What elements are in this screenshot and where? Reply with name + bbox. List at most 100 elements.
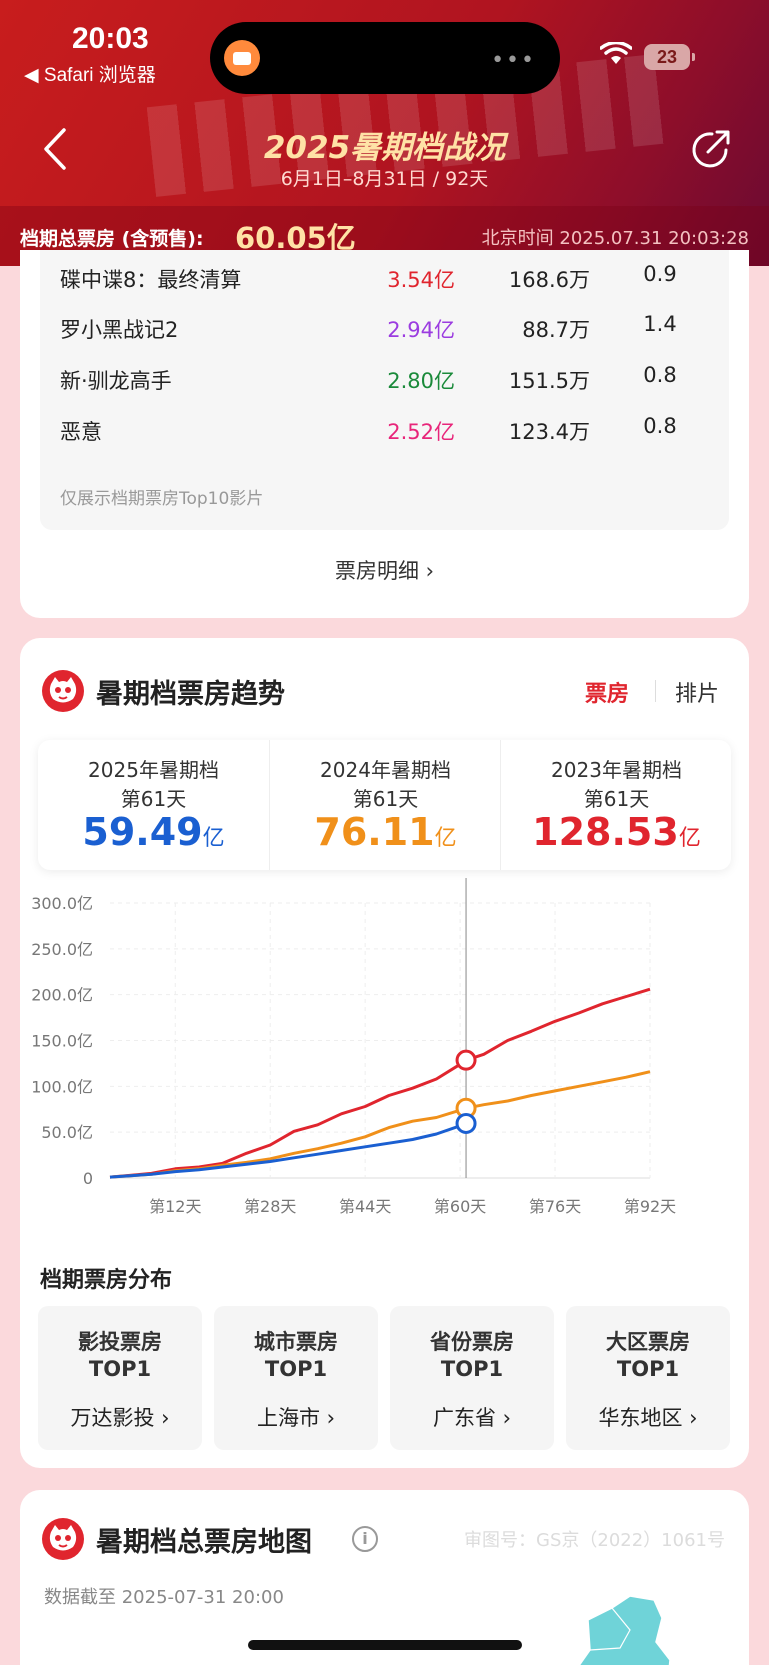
maoyan-cat-logo-icon bbox=[42, 670, 84, 712]
movie-name: 恶意 bbox=[60, 420, 102, 444]
dist-card-value: 华东地区 › bbox=[598, 1406, 698, 1430]
dist-card-rank: TOP1 bbox=[264, 1357, 328, 1381]
total-box-office-label: 档期总票房 (含预售): bbox=[20, 228, 204, 250]
movie-avg: 0.8 bbox=[643, 414, 677, 438]
y-tick-label: 0 bbox=[83, 1169, 93, 1188]
stat-day: 第61天 bbox=[120, 787, 187, 811]
stat-day: 第61天 bbox=[352, 787, 419, 811]
battery-indicator: 23 bbox=[644, 44, 695, 70]
x-tick-label: 第28天 bbox=[244, 1197, 296, 1216]
toggle-divider bbox=[655, 680, 656, 702]
toggle-screenings[interactable]: 排片 bbox=[675, 682, 720, 707]
status-time: 20:03 bbox=[72, 22, 149, 55]
maoyan-cat-logo-icon bbox=[42, 1518, 84, 1560]
back-chevron-icon[interactable] bbox=[36, 124, 72, 174]
trend-section-title: 暑期档票房趋势 bbox=[96, 679, 285, 710]
ranking-card: 碟中谍8：最终清算 3.54亿 168.6万 0.9 罗小黑战记2 2.94亿 … bbox=[20, 250, 749, 618]
movie-gross: 2.52亿 bbox=[387, 420, 455, 444]
china-map[interactable] bbox=[550, 1590, 749, 1665]
home-indicator[interactable] bbox=[248, 1640, 522, 1650]
toggle-box-office[interactable]: 票房 bbox=[585, 682, 630, 707]
beijing-time: 北京时间 2025.07.31 20:03:28 bbox=[481, 228, 749, 249]
x-tick-label: 第44天 bbox=[339, 1197, 391, 1216]
back-to-app-link[interactable]: ◀ Safari 浏览器 bbox=[24, 65, 156, 86]
series-line-1 bbox=[109, 1070, 651, 1179]
dist-card-label: 省份票房 bbox=[430, 1330, 514, 1354]
distribution-title: 档期票房分布 bbox=[40, 1268, 173, 1293]
dist-card-value: 广东省 › bbox=[432, 1406, 512, 1430]
y-tick-label: 200.0亿 bbox=[31, 986, 93, 1005]
y-tick-label: 250.0亿 bbox=[31, 940, 93, 959]
stat-2023[interactable]: 2023年暑期档 第61天 128.53亿 bbox=[500, 740, 731, 870]
x-tick-label: 第12天 bbox=[149, 1197, 201, 1216]
map-card: 暑期档总票房地图 i 审图号：GS京（2022）1061号 数据截至 2025-… bbox=[20, 1490, 749, 1665]
stat-value: 76.11亿 bbox=[314, 810, 457, 854]
y-tick-label: 150.0亿 bbox=[31, 1032, 93, 1051]
more-dots-icon: ••• bbox=[491, 48, 536, 73]
dynamic-island: ••• bbox=[210, 22, 560, 94]
dist-card-rank: TOP1 bbox=[616, 1357, 680, 1381]
table-row[interactable]: 恶意 2.52亿 123.4万 0.8 bbox=[40, 404, 729, 454]
map-section-title: 暑期档总票房地图 bbox=[96, 1527, 312, 1558]
series-marker-point-2 bbox=[455, 1112, 477, 1134]
stat-2024[interactable]: 2024年暑期档 第61天 76.11亿 bbox=[269, 740, 500, 870]
share-icon[interactable] bbox=[690, 126, 734, 170]
wifi-icon bbox=[600, 42, 632, 64]
box-office-detail-link[interactable]: 票房明细 › bbox=[334, 559, 435, 583]
page-subtitle: 6月1日–8月31日 / 92天 bbox=[280, 168, 489, 190]
table-row[interactable]: 碟中谍8：最终清算 3.54亿 168.6万 0.9 bbox=[40, 252, 729, 302]
mail-app-icon[interactable] bbox=[224, 40, 260, 76]
ranking-table: 碟中谍8：最终清算 3.54亿 168.6万 0.9 罗小黑战记2 2.94亿 … bbox=[40, 250, 729, 530]
stat-year: 2024年暑期档 bbox=[320, 758, 451, 782]
box-office-trend-chart[interactable]: 0 50.0亿 100.0亿 150.0亿 200.0亿 250.0亿 300.0亿第12天… bbox=[20, 878, 749, 1218]
map-approval-code: 审图号：GS京（2022）1061号 bbox=[464, 1530, 725, 1551]
year-comparison-stats: 2025年暑期档 第61天 59.49亿 2024年暑期档 第61天 76.11… bbox=[38, 740, 731, 870]
table-row[interactable]: 罗小黑战记2 2.94亿 88.7万 1.4 bbox=[40, 302, 729, 352]
x-tick-label: 第76天 bbox=[529, 1197, 581, 1216]
map-data-date: 数据截至 2025-07-31 20:00 bbox=[44, 1587, 284, 1608]
y-tick-label: 100.0亿 bbox=[31, 1077, 93, 1096]
y-tick-label: 300.0亿 bbox=[31, 894, 93, 913]
series-line-0 bbox=[109, 987, 651, 1179]
dist-card-rank: TOP1 bbox=[88, 1357, 152, 1381]
dist-card-label: 大区票房 bbox=[606, 1330, 690, 1354]
dist-card-province[interactable]: 省份票房 TOP1 广东省 › bbox=[390, 1306, 554, 1450]
trend-card: 暑期档票房趋势 票房 排片 2025年暑期档 第61天 59.49亿 2024年… bbox=[20, 638, 749, 1468]
x-tick-label: 第60天 bbox=[434, 1197, 486, 1216]
movie-gross: 2.94亿 bbox=[387, 318, 455, 342]
info-icon[interactable]: i bbox=[352, 1526, 378, 1552]
movie-avg: 1.4 bbox=[643, 312, 677, 336]
y-tick-label: 50.0亿 bbox=[41, 1123, 93, 1142]
dist-card-city[interactable]: 城市票房 TOP1 上海市 › bbox=[214, 1306, 378, 1450]
table-note: 仅展示档期票房Top10影片 bbox=[60, 489, 264, 509]
movie-viewers: 88.7万 bbox=[522, 318, 590, 342]
dist-card-value: 万达影投 › bbox=[70, 1406, 170, 1430]
page-title: 2025暑期档战况 bbox=[263, 130, 506, 166]
movie-viewers: 151.5万 bbox=[508, 369, 590, 393]
stat-year: 2025年暑期档 bbox=[88, 758, 219, 782]
movie-avg: 0.8 bbox=[643, 363, 677, 387]
total-box-office-value: 60.05亿 bbox=[235, 221, 356, 255]
stat-day: 第61天 bbox=[583, 787, 650, 811]
dist-card-rank: TOP1 bbox=[440, 1357, 504, 1381]
dist-card-label: 影投票房 bbox=[78, 1330, 162, 1354]
stat-value: 59.49亿 bbox=[82, 810, 225, 854]
series-line-2 bbox=[109, 1122, 467, 1179]
movie-name: 罗小黑战记2 bbox=[60, 318, 179, 342]
movie-gross: 2.80亿 bbox=[387, 369, 455, 393]
stat-value: 128.53亿 bbox=[532, 810, 701, 854]
page-header: 20:03 ◀ Safari 浏览器 ••• 23 2025暑期档战况 6月1日… bbox=[0, 0, 769, 266]
movie-name: 碟中谍8：最终清算 bbox=[60, 268, 242, 292]
movie-viewers: 123.4万 bbox=[508, 420, 590, 444]
movie-avg: 0.9 bbox=[643, 262, 677, 286]
x-tick-label: 第92天 bbox=[624, 1197, 676, 1216]
stat-year: 2023年暑期档 bbox=[551, 758, 682, 782]
dist-card-label: 城市票房 bbox=[254, 1330, 338, 1354]
dist-card-region[interactable]: 大区票房 TOP1 华东地区 › bbox=[566, 1306, 730, 1450]
dist-card-value: 上海市 › bbox=[256, 1406, 336, 1430]
dist-card-investor[interactable]: 影投票房 TOP1 万达影投 › bbox=[38, 1306, 202, 1450]
table-row[interactable]: 新·驯龙高手 2.80亿 151.5万 0.8 bbox=[40, 353, 729, 403]
movie-gross: 3.54亿 bbox=[387, 268, 455, 292]
stat-2025[interactable]: 2025年暑期档 第61天 59.49亿 bbox=[38, 740, 269, 870]
movie-viewers: 168.6万 bbox=[508, 268, 590, 292]
